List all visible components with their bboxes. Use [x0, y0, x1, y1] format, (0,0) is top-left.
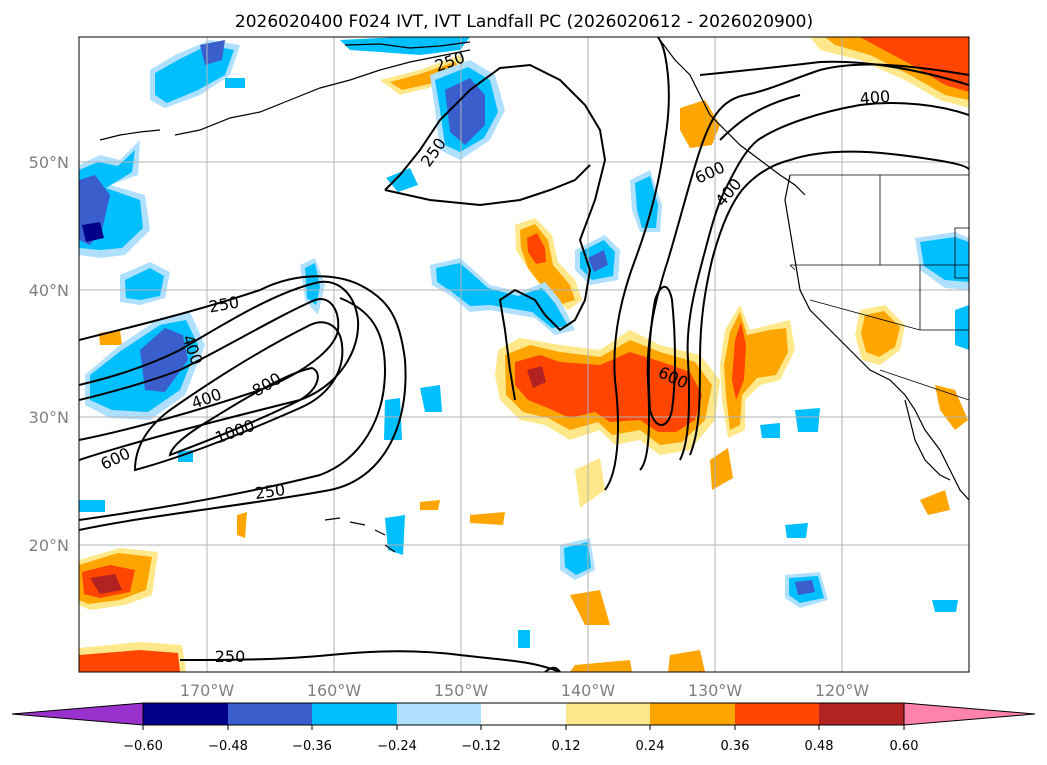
- positive-anomaly-southwest: [79, 548, 186, 672]
- colorbar-tick-label: −0.48: [208, 739, 248, 754]
- positive-anomaly-coast: [575, 305, 968, 515]
- plot-area: 250 250 250 250 250 400 400 400 600 600 …: [79, 37, 969, 672]
- colorbar-extend-right: [903, 702, 1036, 726]
- colorbar-tick-labels: −0.60 −0.48 −0.36 −0.24 −0.12 0.12 0.24 …: [123, 739, 918, 754]
- colorbar-tick-label: −0.36: [292, 739, 332, 754]
- colorbar-tick-label: 0.48: [805, 739, 834, 754]
- colorbar-tick-label: 0.24: [636, 739, 665, 754]
- latitude-labels: 50°N 40°N 30°N 20°N: [29, 153, 69, 555]
- colorbar-tick-label: 0.36: [721, 739, 750, 754]
- negative-anomaly-central: [384, 168, 662, 580]
- lat-label-20n: 20°N: [29, 536, 69, 555]
- colorbar-extend-left: [11, 702, 144, 726]
- longitude-labels: 170°W 160°W 150°W 140°W 130°W 120°W: [180, 681, 870, 700]
- colorbar-bin: [819, 703, 904, 725]
- colorbar-tick-label: −0.24: [377, 739, 417, 754]
- positive-anomaly-north: [515, 218, 582, 310]
- contour-label: 250: [253, 480, 286, 503]
- colorbar: −0.60 −0.48 −0.36 −0.24 −0.12 0.12 0.24 …: [11, 702, 1036, 754]
- colorbar-bin: [143, 703, 228, 725]
- negative-anomaly-northwest: [79, 37, 505, 258]
- colorbar-tick-label: 0.12: [552, 739, 581, 754]
- colorbar-bin: [650, 703, 735, 725]
- colorbar-bin: [312, 703, 397, 725]
- plot-frame: [78, 36, 970, 673]
- lon-label-170w: 170°W: [180, 681, 235, 700]
- lon-label-150w: 150°W: [434, 681, 489, 700]
- negative-anomaly-east: [79, 78, 969, 648]
- lon-label-140w: 140°W: [561, 681, 616, 700]
- lat-label-40n: 40°N: [29, 281, 69, 300]
- colorbar-bin: [735, 703, 819, 725]
- colorbar-tick-label: −0.12: [461, 739, 501, 754]
- lon-label-130w: 130°W: [688, 681, 743, 700]
- lon-label-160w: 160°W: [307, 681, 362, 700]
- colorbar-bin: [228, 703, 312, 725]
- coastlines: [99, 39, 969, 553]
- ivt-contours: [79, 37, 969, 672]
- colorbar-frame: [142, 702, 905, 726]
- ivt-shading: [79, 37, 969, 672]
- lon-label-120w: 120°W: [815, 681, 870, 700]
- colorbar-tick-label: −0.60: [123, 739, 163, 754]
- state-borders: [789, 174, 969, 401]
- contour-label: 400: [859, 87, 891, 109]
- figure-title: 2026020400 F024 IVT, IVT Landfall PC (20…: [235, 12, 813, 32]
- colorbar-tick-label: 0.60: [890, 739, 919, 754]
- contour-label: 250: [215, 647, 246, 666]
- colorbar-bin: [566, 703, 650, 725]
- lat-label-30n: 30°N: [29, 408, 69, 427]
- lat-label-50n: 50°N: [29, 153, 69, 172]
- colorbar-bin: [397, 703, 481, 725]
- colorbar-bin: [481, 703, 566, 725]
- graticule: [79, 37, 969, 672]
